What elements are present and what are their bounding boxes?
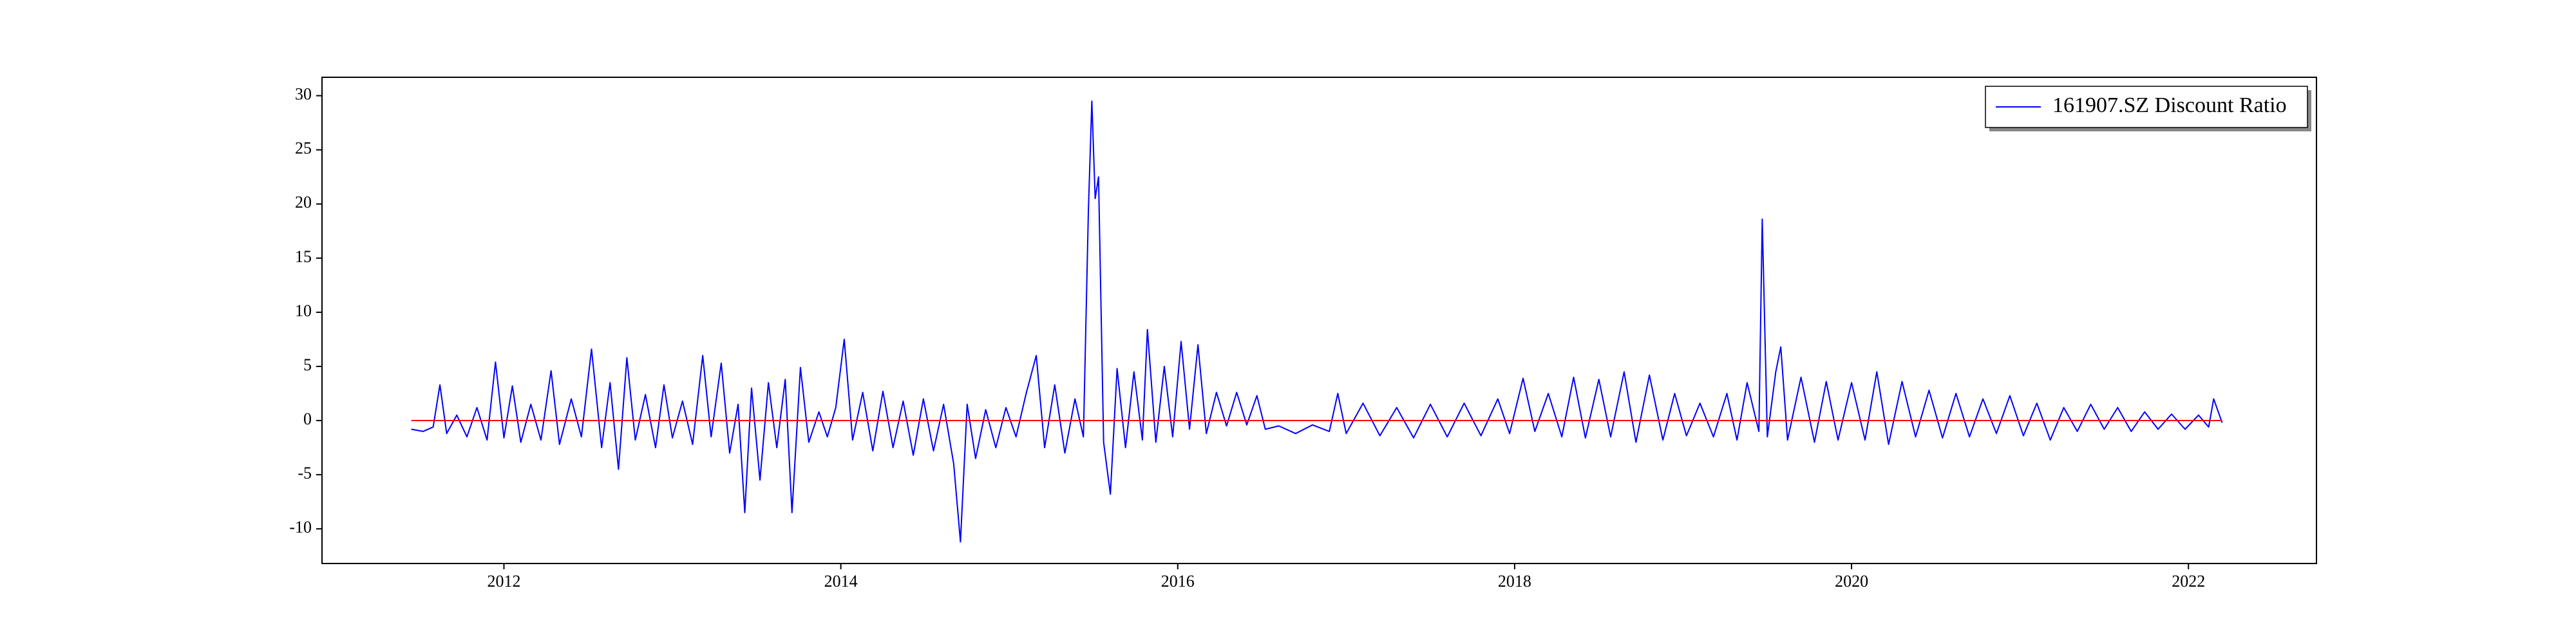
y-tick-label: 15: [295, 247, 312, 266]
x-tick-label: 2016: [1161, 572, 1195, 591]
x-tick-label: 2018: [1498, 572, 1531, 591]
y-tick-label: 0: [303, 410, 312, 428]
y-tick-label: -5: [298, 464, 312, 482]
y-tick-label: -10: [289, 518, 312, 536]
data-line: [411, 100, 2223, 543]
y-tick-label: 20: [295, 193, 312, 212]
legend-label: 161907.SZ Discount Ratio: [2052, 93, 2287, 117]
y-tick-label: 5: [303, 355, 312, 374]
x-tick-label: 2014: [824, 572, 858, 591]
y-tick-label: 10: [295, 301, 312, 320]
y-tick-label: 25: [295, 139, 312, 158]
y-tick-label: 30: [295, 85, 312, 104]
x-tick-label: 2022: [2172, 572, 2205, 591]
plot-frame: [321, 77, 2317, 564]
x-tick-label: 2012: [487, 572, 520, 591]
x-tick-label: 2020: [1835, 572, 1868, 591]
